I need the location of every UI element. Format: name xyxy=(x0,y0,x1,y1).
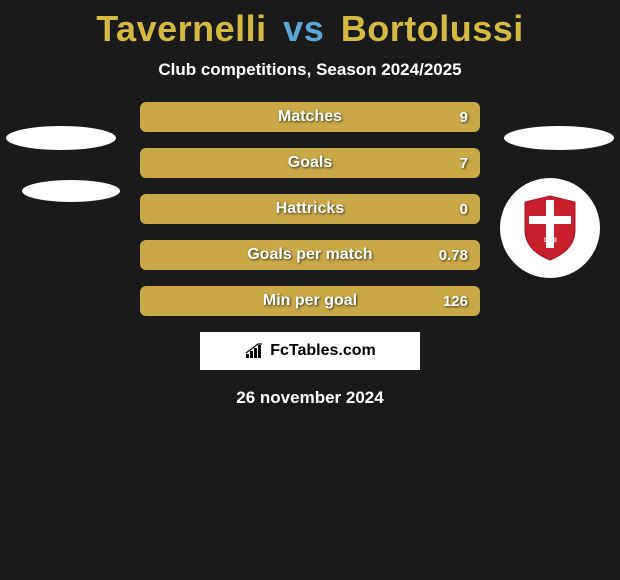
stat-row-goals-per-match: Goals per match 0.78 xyxy=(140,240,480,270)
svg-text:1910: 1910 xyxy=(543,238,557,244)
decorative-ellipse xyxy=(6,126,116,150)
stats-container: Matches 9 Goals 7 Hattricks 0 Goals per … xyxy=(140,102,480,316)
player2-name: Bortolussi xyxy=(341,8,524,49)
stat-label: Min per goal xyxy=(263,292,357,310)
stat-row-min-per-goal: Min per goal 126 xyxy=(140,286,480,316)
shield-icon: 1910 xyxy=(521,194,579,262)
stat-label: Goals per match xyxy=(247,246,372,264)
stat-row-hattricks: Hattricks 0 xyxy=(140,194,480,224)
stat-value: 0 xyxy=(460,201,468,218)
stat-label: Hattricks xyxy=(276,200,344,218)
subtitle: Club competitions, Season 2024/2025 xyxy=(0,60,620,80)
chart-icon xyxy=(244,342,266,360)
stat-value: 7 xyxy=(460,155,468,172)
decorative-ellipse xyxy=(504,126,614,150)
player1-name: Tavernelli xyxy=(96,8,266,49)
brand-text: FcTables.com xyxy=(270,342,376,360)
club-badge: 1910 xyxy=(500,178,600,278)
stat-value: 126 xyxy=(443,293,468,310)
badge-circle: 1910 xyxy=(500,178,600,278)
stat-row-goals: Goals 7 xyxy=(140,148,480,178)
stat-label: Matches xyxy=(278,108,342,126)
brand-box: FcTables.com xyxy=(200,332,420,370)
date-text: 26 november 2024 xyxy=(0,388,620,408)
stat-value: 9 xyxy=(460,109,468,126)
stat-row-matches: Matches 9 xyxy=(140,102,480,132)
stat-label: Goals xyxy=(288,154,332,172)
vs-text: vs xyxy=(283,8,324,49)
stat-value: 0.78 xyxy=(439,247,468,264)
comparison-title: Tavernelli vs Bortolussi xyxy=(0,0,620,50)
decorative-ellipse xyxy=(22,180,120,202)
